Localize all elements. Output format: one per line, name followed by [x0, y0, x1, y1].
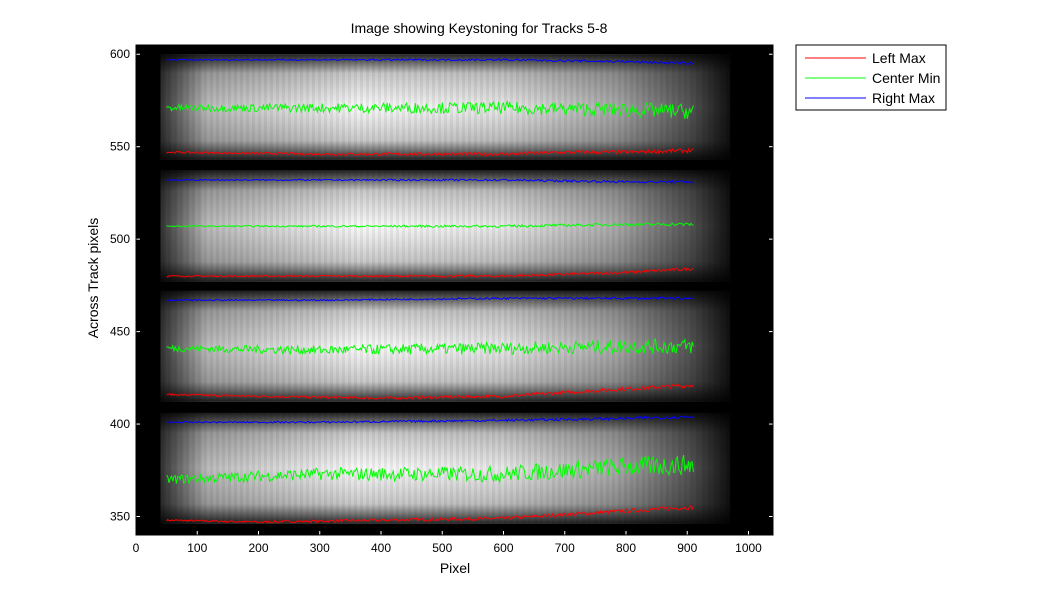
series-lines — [166, 58, 694, 524]
y-tick-label-450: 450 — [110, 325, 130, 339]
legend-label-center-min: Center Min — [872, 70, 940, 86]
series-line-right-max-3 — [166, 178, 694, 184]
series-line-left-max-4 — [166, 147, 694, 157]
chart-title: Image showing Keystoning for Tracks 5-8 — [351, 20, 608, 36]
x-tick-label-1000: 1000 — [735, 541, 762, 555]
y-tick-label-400: 400 — [110, 417, 130, 431]
series-line-right-max-2 — [166, 296, 694, 302]
x-tick-label-900: 900 — [677, 541, 697, 555]
x-tick-label-600: 600 — [493, 541, 513, 555]
series-line-right-max-1 — [166, 415, 694, 424]
series-line-center-min-1 — [166, 454, 694, 485]
series-line-right-max-4 — [166, 58, 694, 66]
y-tick-label-350: 350 — [110, 510, 130, 524]
x-tick-label-0: 0 — [133, 541, 140, 555]
x-tick-label-800: 800 — [616, 541, 636, 555]
series-line-center-min-4 — [166, 99, 694, 119]
legend: Left Max Center Min Right Max — [795, 44, 947, 111]
series-line-left-max-2 — [166, 383, 694, 401]
x-axis-label: Pixel — [440, 560, 470, 576]
legend-label-right-max: Right Max — [872, 90, 935, 106]
track-shade-4 — [160, 54, 731, 160]
y-axis-label: Across Track pixels — [85, 218, 101, 339]
legend-label-left-max: Left Max — [872, 50, 926, 66]
x-tick-label-500: 500 — [432, 541, 452, 555]
y-tick-label-500: 500 — [110, 232, 130, 246]
x-tick-label-200: 200 — [248, 541, 268, 555]
plot-frame — [135, 44, 774, 536]
axis-ticks: 0 100 200 300 400 500 600 700 800 900 1000 350 400 45… — [110, 47, 773, 555]
x-tick-label-400: 400 — [371, 541, 391, 555]
x-tick-label-300: 300 — [310, 541, 330, 555]
y-tick-label-600: 600 — [110, 47, 130, 61]
y-tick-label-550: 550 — [110, 140, 130, 154]
x-tick-label-100: 100 — [187, 541, 207, 555]
series-line-center-min-3 — [166, 222, 694, 229]
series-line-center-min-2 — [166, 337, 694, 356]
x-tick-label-700: 700 — [555, 541, 575, 555]
series-line-left-max-3 — [166, 267, 694, 278]
series-line-left-max-1 — [166, 505, 694, 524]
